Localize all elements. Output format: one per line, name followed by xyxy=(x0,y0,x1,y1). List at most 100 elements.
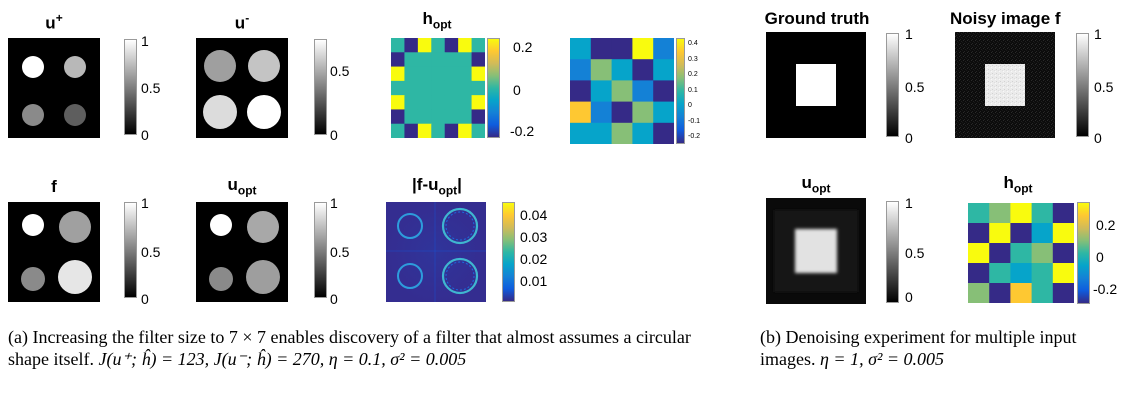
u-plus-image xyxy=(8,38,100,138)
h-small-tick: -0.1 xyxy=(688,117,701,125)
heatmap-cell xyxy=(404,38,419,53)
u-plus-title: u+ xyxy=(45,11,63,33)
heatmap-cell xyxy=(444,52,459,68)
abs-diff-tick-004: 0.04 xyxy=(520,207,548,223)
heatmap-cell xyxy=(653,80,674,103)
ground-truth-title: Ground truth xyxy=(764,9,870,28)
h-opt-b-tick-neg02: -0.2 xyxy=(1093,281,1118,297)
u-opt-b-tick-05: 0.5 xyxy=(905,245,925,261)
u-opt-b-colorbar xyxy=(886,201,899,303)
heatmap-cell xyxy=(1052,243,1074,264)
ground-truth-colorbar xyxy=(886,33,899,137)
heatmap-cell xyxy=(391,109,406,125)
h-small-colorbar xyxy=(676,38,685,144)
ground-truth-image xyxy=(766,32,866,138)
heatmap-cell xyxy=(968,203,990,224)
caption-a-label: (a) xyxy=(8,327,28,347)
heatmap-cell xyxy=(404,66,419,82)
heatmap-cell xyxy=(444,95,459,111)
heatmap-cell xyxy=(632,38,654,60)
h-opt-a-heatmap xyxy=(391,38,485,138)
abs-diff-tick-003: 0.03 xyxy=(520,229,548,245)
heatmap-cell xyxy=(1052,263,1074,284)
caption-b-math: η = 1, σ² = 0.005 xyxy=(820,349,944,369)
heatmap-cell xyxy=(1010,223,1033,244)
heatmap-cell xyxy=(417,52,432,68)
abs-diff-tick-002: 0.02 xyxy=(520,251,548,267)
heatmap-cell xyxy=(431,123,446,138)
heatmap-cell xyxy=(444,66,459,82)
ground-truth-tick-0: 0 xyxy=(905,130,913,146)
heatmap-cell xyxy=(404,109,419,125)
u-opt-b-image xyxy=(766,198,866,304)
abs-diff-colorbar xyxy=(502,202,515,302)
caption-a-text: Increasing the filter size to 7 × 7 enab… xyxy=(8,327,691,369)
heatmap-cell xyxy=(1052,283,1074,303)
heatmap-cell xyxy=(570,122,592,144)
f-tick-05: 0.5 xyxy=(141,244,161,260)
u-opt-b-tick-0: 0 xyxy=(905,289,913,305)
heatmap-cell xyxy=(471,52,485,68)
heatmap-cell xyxy=(1052,203,1074,224)
abs-diff-title: |f-uopt| xyxy=(412,175,462,198)
heatmap-cell xyxy=(458,52,473,68)
h-opt-b-heatmap xyxy=(968,203,1074,303)
heatmap-cell xyxy=(653,38,674,60)
h-small-heatmap xyxy=(570,38,674,144)
heatmap-cell xyxy=(590,80,613,103)
caption-b-label: (b) xyxy=(760,327,781,347)
heatmap-cell xyxy=(417,95,432,111)
heatmap-cell xyxy=(570,59,592,81)
u-opt-b-tick-1: 1 xyxy=(905,195,913,211)
heatmap-cell xyxy=(458,80,473,96)
heatmap-cell xyxy=(968,283,990,303)
u-minus-image xyxy=(196,38,288,138)
heatmap-cell xyxy=(391,38,406,53)
heatmap-cell xyxy=(1031,223,1054,244)
noisy-tick-1: 1 xyxy=(1094,26,1102,42)
u-plus-tick-05: 0.5 xyxy=(141,80,161,96)
heatmap-cell xyxy=(391,52,406,68)
h-opt-b-title: hopt xyxy=(1003,173,1033,196)
heatmap-cell xyxy=(590,38,613,60)
u-opt-a-tick-0: 0 xyxy=(330,291,338,307)
heatmap-cell xyxy=(444,109,459,125)
caption-b-text: Denoising experiment for multiple input … xyxy=(760,327,1077,369)
heatmap-cell xyxy=(444,80,459,96)
heatmap-cell xyxy=(611,122,633,144)
heatmap-cell xyxy=(968,243,990,264)
noisy-tick-0: 0 xyxy=(1094,130,1102,146)
u-opt-a-tick-05: 0.5 xyxy=(330,244,350,260)
heatmap-cell xyxy=(458,66,473,82)
heatmap-cell xyxy=(471,80,485,96)
heatmap-cell xyxy=(570,80,592,103)
heatmap-cell xyxy=(417,123,432,138)
u-opt-a-image xyxy=(196,202,288,302)
noisy-colorbar xyxy=(1076,33,1089,137)
heatmap-cell xyxy=(404,80,419,96)
heatmap-cell xyxy=(611,59,633,81)
u-minus-colorbar xyxy=(314,39,327,135)
heatmap-cell xyxy=(653,122,674,144)
heatmap-cell xyxy=(968,223,990,244)
heatmap-cell xyxy=(417,80,432,96)
h-small-tick: 0.3 xyxy=(688,55,698,63)
heatmap-cell xyxy=(471,38,485,53)
h-small-tick: 0.2 xyxy=(688,71,698,78)
heatmap-cell xyxy=(590,101,613,124)
noisy-image xyxy=(955,32,1055,138)
heatmap-cell xyxy=(570,101,592,124)
abs-diff-tick-001: 0.01 xyxy=(520,273,548,289)
h-small-tick: -0.2 xyxy=(688,133,701,140)
f-image xyxy=(8,202,100,302)
abs-diff-heatmap xyxy=(386,202,486,302)
heatmap-cell xyxy=(989,223,1011,244)
heatmap-cell xyxy=(444,38,459,53)
heatmap-cell xyxy=(1052,223,1074,244)
heatmap-cell xyxy=(431,38,446,53)
h-small-tick: 0 xyxy=(688,102,692,109)
heatmap-cell xyxy=(391,123,406,138)
heatmap-cell xyxy=(590,59,613,81)
heatmap-cell xyxy=(404,123,419,138)
heatmap-cell xyxy=(417,38,432,53)
